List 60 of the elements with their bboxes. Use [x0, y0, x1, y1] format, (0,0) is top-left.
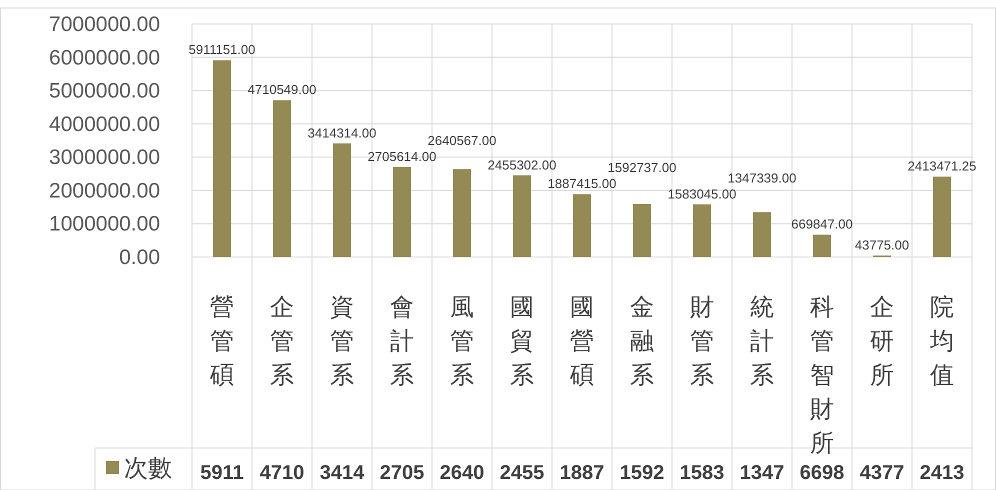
bar [573, 194, 591, 257]
bar [753, 212, 771, 257]
data-label: 669847.00 [791, 216, 853, 232]
x-tick-label: 風管系 [450, 293, 474, 389]
text: 4377 [860, 462, 904, 484]
bar [453, 169, 471, 257]
text: 1347 [740, 462, 784, 484]
text: 2455 [500, 462, 544, 484]
y-tick-label: 5000000.00 [49, 80, 160, 103]
legend-label: 次數 [124, 454, 172, 482]
text: 5911 [200, 462, 244, 484]
y-tick-label: 7000000.00 [49, 13, 160, 36]
bar [213, 60, 231, 257]
text: 2640 [440, 462, 484, 484]
bar [273, 100, 291, 257]
y-tick-label: 1000000.00 [49, 212, 160, 236]
text: 4710 [260, 462, 304, 484]
x-tick-label: 企研所 [870, 293, 894, 389]
data-label: 2455302.00 [488, 157, 556, 172]
data-label: 4710549.00 [248, 82, 316, 98]
x-tick-label: 企管系 [270, 293, 294, 389]
x-tick-label: 會計系 [390, 293, 414, 389]
text: 6698 [800, 462, 844, 484]
bar [333, 143, 351, 257]
data-label: 1583045.00 [668, 186, 736, 202]
bar [393, 166, 411, 257]
x-tick-label: 統計系 [750, 293, 774, 389]
y-tick-label: 2000000.00 [49, 179, 160, 202]
x-tick-label: 財管系 [690, 293, 714, 389]
text: 2705 [380, 462, 424, 484]
x-tick-label: 國貿系 [510, 293, 534, 389]
data-label: 3414314.00 [308, 125, 376, 140]
text: 3414 [320, 462, 366, 484]
y-tick-label: 0.00 [119, 246, 160, 269]
text: 1887 [560, 462, 604, 484]
bar [633, 204, 651, 257]
x-tick-label: 營管碩 [209, 293, 234, 389]
x-tick-label: 金融系 [630, 293, 654, 389]
x-tick-label: 資管系 [330, 293, 354, 389]
data-label: 1887415.00 [548, 176, 616, 192]
bar [933, 176, 951, 257]
data-label: 43775.00 [854, 238, 910, 253]
bar [813, 234, 831, 257]
data-label: 2705614.00 [368, 148, 436, 164]
data-label: 2640567.00 [428, 132, 496, 148]
y-tick-label: 4000000.00 [49, 112, 160, 136]
x-tick-label: 院均值 [929, 293, 954, 389]
data-label: 2413471.25 [908, 158, 976, 174]
y-tick-label: 3000000.00 [49, 146, 160, 170]
x-tick-label: 科管智財所 [810, 293, 834, 457]
data-label: 1592737.00 [608, 160, 676, 176]
bar [693, 204, 711, 257]
x-tick-label: 國營碩 [569, 293, 594, 389]
text: 1583 [680, 462, 724, 484]
bar [513, 175, 531, 257]
y-tick-label: 6000000.00 [49, 46, 160, 70]
data-label: 5911151.00 [188, 42, 256, 58]
text: 1592 [620, 462, 664, 484]
data-label: 1347339.00 [728, 170, 796, 186]
text: 2413 [920, 462, 964, 484]
